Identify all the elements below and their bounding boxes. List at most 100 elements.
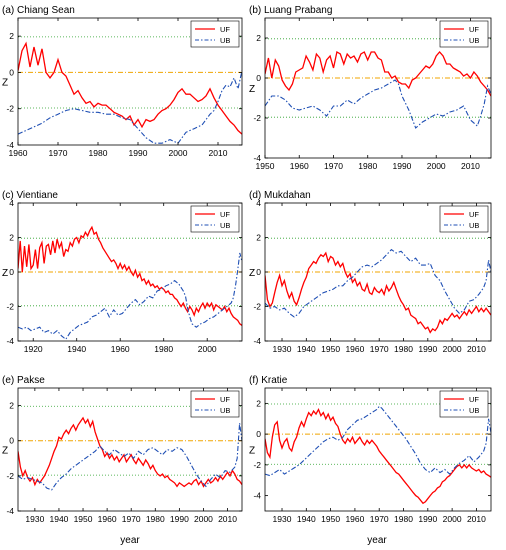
x-tick-label: 1950: [321, 344, 340, 354]
x-tick-label: 1960: [345, 514, 364, 524]
x-tick-label: 1990: [170, 514, 189, 524]
x-tick-label: 1940: [67, 344, 86, 354]
x-tick-label: 1940: [297, 514, 316, 524]
axes-frame: [17, 387, 243, 512]
y-axis-label: Z: [249, 84, 255, 95]
ub-series-line: [18, 252, 242, 341]
ub-series-line: [18, 423, 242, 491]
x-tick-label: 1990: [418, 514, 437, 524]
x-tick-label: 2010: [209, 148, 228, 158]
x-tick-label: 1960: [111, 344, 130, 354]
x-tick-label: 1950: [256, 161, 275, 171]
y-axis-label: Z: [2, 446, 8, 457]
y-tick-label: 2: [256, 33, 261, 43]
axes-frame: [264, 17, 492, 159]
x-tick-label: 1990: [129, 148, 148, 158]
panel-title: (b) Luang Prabang: [249, 5, 332, 16]
x-tick-label: 1980: [89, 148, 108, 158]
ub-series-line: [265, 79, 491, 129]
y-tick-label: -2: [253, 113, 261, 123]
panel-title: (d) Mukdahan: [249, 190, 311, 201]
legend-label: UF: [469, 395, 479, 404]
y-tick-label: -2: [6, 471, 14, 481]
legend-label: UB: [469, 406, 479, 415]
ub-series-line: [265, 248, 491, 318]
y-tick-label: 4: [256, 198, 261, 208]
x-tick-label: 1940: [297, 344, 316, 354]
legend-box: [439, 205, 489, 233]
legend-label: UF: [469, 210, 479, 219]
x-tick-label: 1970: [370, 344, 389, 354]
x-tick-label: 1980: [394, 344, 413, 354]
uf-series-line: [265, 251, 491, 334]
y-tick-label: 0: [256, 73, 261, 83]
x-tick-label: 1960: [9, 148, 28, 158]
uf-series-line: [265, 407, 491, 505]
x-tick-label: 1970: [370, 514, 389, 524]
y-tick-label: 2: [9, 401, 14, 411]
x-tick-label: 1990: [393, 161, 412, 171]
legend-box: [439, 390, 489, 418]
panel-title: (a) Chiang Sean: [2, 5, 75, 16]
y-tick-label: 2: [256, 398, 261, 408]
x-tick-label: 2000: [169, 148, 188, 158]
legend-label: UB: [220, 36, 230, 45]
x-axis-label: year: [367, 535, 387, 546]
x-tick-label: 2010: [467, 514, 486, 524]
chart-panel: -4 -2 0 2 1930 1940 1950 1960 1970 1980 1990 2000 20…: [2, 375, 243, 524]
legend-label: UB: [469, 36, 479, 45]
y-tick-label: 2: [256, 233, 261, 243]
x-tick-label: 2000: [194, 514, 213, 524]
legend-box: [190, 390, 240, 418]
chart-panel: -4 -2 0 2 4 1920 1940 1960 1980 2000 (c) Vientiane…: [2, 190, 243, 354]
axes-frame: [17, 17, 243, 146]
x-tick-label: 1960: [290, 161, 309, 171]
x-tick-label: 1990: [418, 344, 437, 354]
legend-label: UB: [220, 406, 230, 415]
x-tick-label: 2010: [467, 344, 486, 354]
x-tick-label: 1950: [321, 514, 340, 524]
panel-title: (e) Pakse: [2, 375, 45, 386]
legend-label: UF: [220, 210, 230, 219]
x-tick-label: 1960: [345, 344, 364, 354]
x-tick-label: 1980: [394, 514, 413, 524]
x-tick-label: 1960: [98, 514, 117, 524]
x-tick-label: 1950: [74, 514, 93, 524]
y-tick-label: -2: [6, 302, 14, 312]
ub-series-line: [18, 70, 242, 144]
legend-label: UF: [220, 395, 230, 404]
chart-panel: -4 -2 0 2 1930 1940 1950 1960 1970 1980 1990 2000 20…: [249, 375, 492, 524]
y-tick-label: -2: [6, 104, 14, 114]
y-tick-label: -4: [253, 336, 261, 346]
y-tick-label: 2: [9, 31, 14, 41]
y-tick-label: -4: [253, 491, 261, 501]
x-tick-label: 2010: [218, 514, 237, 524]
y-axis-label: Z: [249, 446, 255, 457]
x-tick-label: 1980: [358, 161, 377, 171]
axes-frame: [264, 387, 492, 512]
legend-label: UF: [469, 25, 479, 34]
y-tick-label: 0: [9, 67, 14, 77]
chart-panel: -4 -2 0 2 1960 1970 1980 1990 2000 2010 (a) Chiang…: [2, 5, 243, 158]
uf-series-line: [18, 41, 242, 135]
legend-box: [190, 205, 240, 233]
x-tick-label: 1940: [49, 514, 68, 524]
x-tick-label: 2000: [443, 514, 462, 524]
y-tick-label: -2: [253, 460, 261, 470]
x-tick-label: 1970: [122, 514, 141, 524]
y-tick-label: 2: [9, 233, 14, 243]
y-tick-label: 0: [9, 436, 14, 446]
x-tick-label: 1970: [324, 161, 343, 171]
panel-title: (c) Vientiane: [2, 190, 58, 201]
x-tick-label: 2000: [443, 344, 462, 354]
legend-label: UB: [469, 221, 479, 230]
y-axis-label: Z: [2, 78, 8, 89]
uf-series-line: [18, 416, 242, 488]
y-tick-label: -4: [6, 336, 14, 346]
y-axis-label: Z: [2, 268, 8, 279]
legend-box: [439, 20, 489, 48]
x-tick-label: 1920: [24, 344, 43, 354]
x-tick-label: 2010: [461, 161, 480, 171]
y-tick-label: -2: [253, 302, 261, 312]
